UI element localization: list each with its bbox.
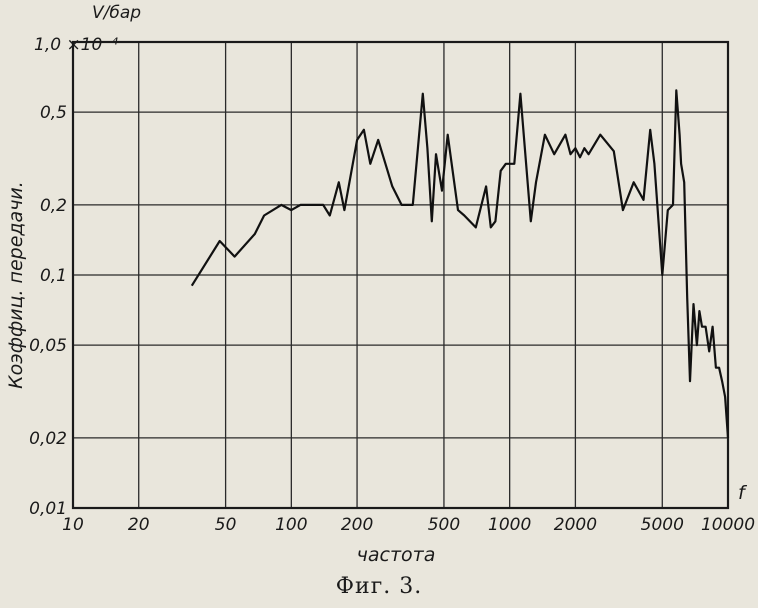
plot-frame — [71, 40, 730, 510]
y-tick-labels: 0,01 0,02 0,05 0,1 0,2 0,5 — [29, 103, 67, 519]
series-group — [190, 89, 730, 438]
y-top-label: 1,0 ×10⁻⁴ — [34, 35, 118, 55]
y-tick-label: 0,5 — [40, 103, 67, 123]
x-tick-label: 5000 — [641, 515, 684, 535]
x-tick-labels: 10 20 50 100 200 500 1000 2000 5000 10000 — [62, 515, 755, 535]
figure-caption: Фиг. 3. — [335, 574, 423, 599]
x-axis-symbol: f — [738, 482, 748, 504]
series-line — [190, 89, 730, 438]
grid-lines — [72, 42, 729, 509]
y-tick-label: 0,1 — [40, 266, 67, 286]
x-tick-label: 10000 — [701, 515, 755, 535]
x-tick-label: 2000 — [554, 515, 597, 535]
x-tick-label: 10 — [62, 515, 84, 535]
x-tick-label: 200 — [341, 515, 373, 535]
x-tick-label: 1000 — [488, 515, 531, 535]
y-tick-label: 0,01 — [29, 499, 67, 519]
y-tick-label: 0,02 — [29, 429, 67, 449]
x-axis-label: частота — [357, 544, 436, 566]
y-unit-label: V/бар — [92, 3, 141, 23]
y-axis-label: Коэффиц. передачи. — [5, 181, 27, 389]
x-tick-label: 50 — [215, 515, 237, 535]
y-tick-label: 0,05 — [29, 336, 67, 356]
x-tick-label: 20 — [128, 515, 150, 535]
x-tick-label: 500 — [428, 515, 460, 535]
x-tick-label: 100 — [275, 515, 307, 535]
y-tick-label: 0,2 — [40, 196, 67, 216]
